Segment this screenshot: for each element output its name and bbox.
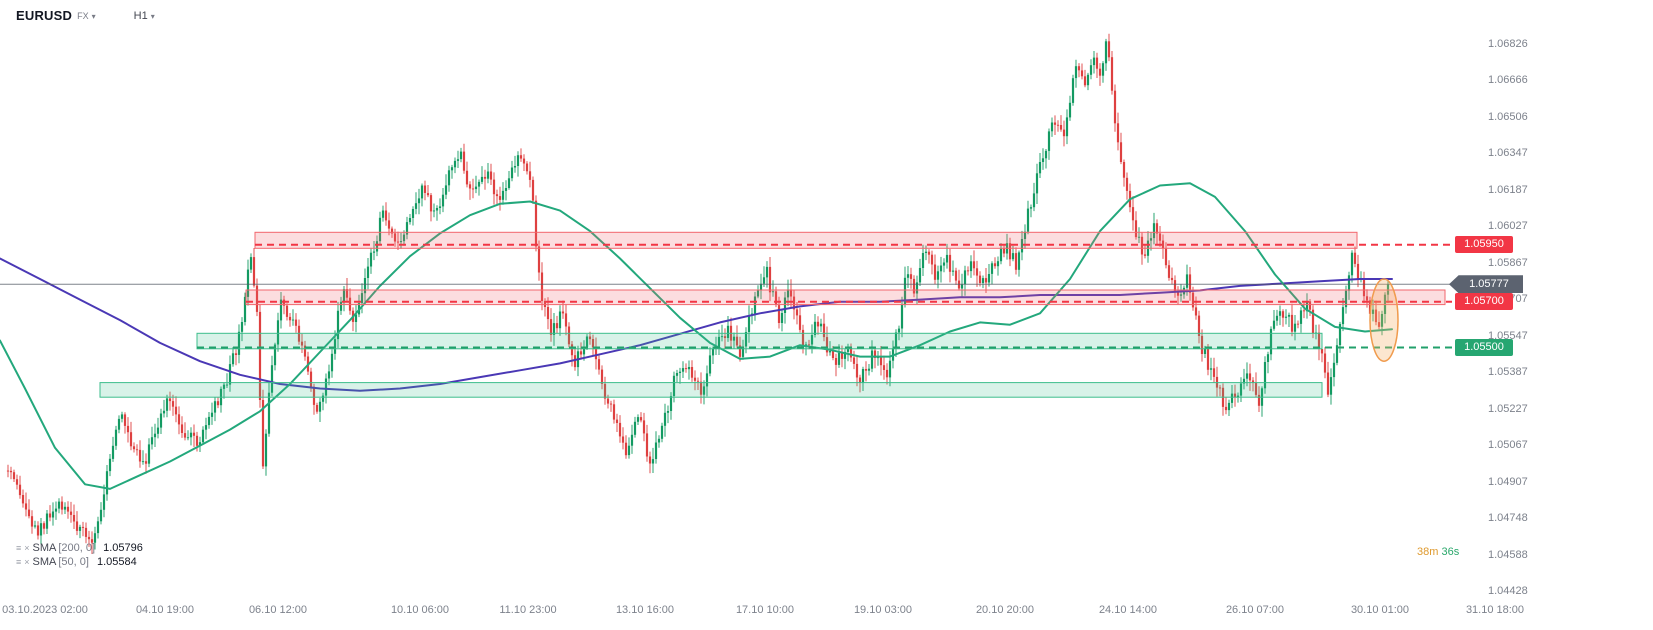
symbol-name[interactable]: EURUSD — [16, 8, 73, 23]
price-axis-label: 1.05067 — [1488, 439, 1528, 452]
current-price-badge: 1.05777 — [1449, 275, 1523, 294]
price-axis-label: 1.06027 — [1488, 220, 1528, 233]
indicator-menu-icon[interactable]: ≡ — [16, 557, 22, 567]
time-axis-label: 06.10 12:00 — [248, 604, 308, 616]
time-axis-label: 04.10 19:00 — [135, 604, 195, 616]
countdown-seconds: 36s — [1441, 546, 1460, 558]
highlight-ellipse[interactable] — [1369, 278, 1399, 362]
price-level-badge[interactable]: 1.05950 — [1455, 236, 1513, 254]
time-axis-label: 31.10 18:00 — [1465, 604, 1525, 616]
time-axis-label: 20.10 20:00 — [975, 604, 1035, 616]
price-axis-label: 1.04748 — [1488, 512, 1528, 524]
time-axis-label: 03.10.2023 02:00 — [2, 604, 88, 616]
indicator-legend-row[interactable]: ≡ × SMA [200, 0] 1.05796 — [16, 541, 143, 555]
indicator-name: SMA — [32, 542, 57, 554]
time-axis-label: 17.10 10:00 — [735, 604, 795, 616]
resistance-zone[interactable] — [254, 231, 1358, 249]
indicator-params: [50, 0] — [58, 556, 89, 568]
indicator-close-icon[interactable]: × — [24, 543, 30, 553]
candles-layer[interactable] — [6, 33, 1390, 554]
timeframe-label[interactable]: H1 — [133, 9, 148, 22]
time-axis-label: 24.10 14:00 — [1098, 604, 1158, 616]
timeframe-dropdown-caret-icon[interactable]: ▾ — [150, 11, 155, 21]
price-axis-label: 1.06347 — [1488, 147, 1528, 160]
price-axis-label: 1.05387 — [1488, 366, 1528, 379]
time-axis-label: 10.10 06:00 — [390, 604, 450, 616]
price-axis-label: 1.04588 — [1488, 548, 1528, 561]
indicator-value: 1.05584 — [96, 556, 137, 568]
support-zone[interactable] — [99, 382, 1323, 398]
indicator-name: SMA — [32, 556, 57, 568]
indicator-params: [200, 0] — [58, 542, 96, 554]
time-axis-label: 26.10 07:00 — [1225, 604, 1285, 616]
price-axis-label: 1.06826 — [1488, 38, 1528, 50]
exchange-label: FX — [77, 11, 89, 21]
countdown-minutes: 38m — [1417, 546, 1439, 558]
time-axis-label: 11.10 23:00 — [499, 604, 557, 616]
price-axis-label: 1.06666 — [1488, 74, 1528, 87]
time-axis-label: 30.10 01:00 — [1350, 604, 1410, 616]
support-zone[interactable] — [196, 332, 1323, 350]
price-axis-label: 1.04907 — [1488, 475, 1528, 488]
price-axis-label: 1.06506 — [1488, 110, 1528, 123]
indicators-legend: ≡ × SMA [200, 0] 1.05796 ≡ × SMA [50, 0] 1.05584 — [16, 541, 143, 569]
time-axis-label: 19.10 03:00 — [853, 604, 913, 616]
indicator-legend-row[interactable]: ≡ × SMA [50, 0] 1.05584 — [16, 555, 143, 569]
indicator-menu-icon[interactable]: ≡ — [16, 543, 22, 553]
price-axis-label: 1.05227 — [1488, 402, 1528, 415]
price-level-badge[interactable]: 1.05500 — [1455, 338, 1513, 356]
time-axis-label: 13.10 16:00 — [615, 604, 675, 616]
sma-50-line[interactable] — [0, 182, 1393, 490]
resistance-zone[interactable] — [245, 289, 1446, 306]
price-axis-label: 1.04428 — [1488, 585, 1528, 597]
indicator-value: 1.05796 — [103, 542, 143, 554]
bar-countdown: 38m 36s — [1417, 546, 1459, 558]
price-axis-label: 1.06187 — [1488, 183, 1528, 196]
chart-header: EURUSD FX ▾ H1 ▾ — [16, 8, 155, 23]
price-axis-label: 1.05867 — [1488, 256, 1528, 269]
price-level-badge[interactable]: 1.05700 — [1455, 293, 1513, 311]
price-axis-label: 1.05547 — [1488, 329, 1528, 342]
indicator-close-icon[interactable]: × — [24, 557, 30, 567]
sma-200-line[interactable] — [0, 257, 1393, 392]
symbol-dropdown-caret-icon[interactable]: ▾ — [91, 11, 96, 21]
